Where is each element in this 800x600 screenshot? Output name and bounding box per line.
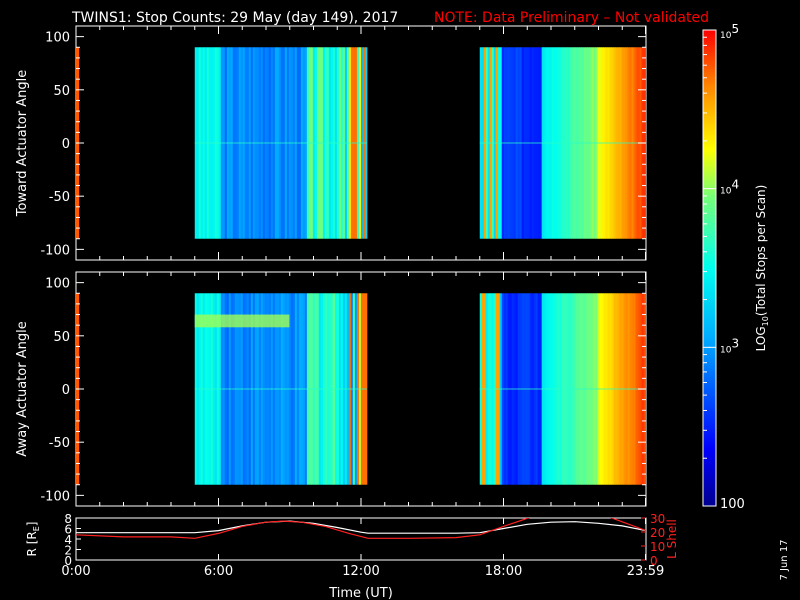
y-tick-label: -100 [40,243,70,258]
preliminary-note: NOTE: Data Preliminary – Not validated [434,10,709,26]
time-tick-label: 0:00 [61,564,90,579]
lshell-line [610,518,646,532]
r-tick-label: 6 [64,523,72,537]
colorbar-tick-label: 103 [720,336,739,355]
r-tick-label: 0 [64,554,72,568]
y-tick-label: 100 [45,277,70,292]
time-tick-label: 12:00 [342,564,379,579]
y-tick-label: -50 [49,436,70,451]
lshell-ylabel: L Shell [665,519,679,559]
r-tick-label: 4 [64,533,72,547]
ephemeris-panel-frame [75,517,647,561]
toward-ylabel: Toward Actuator Angle [15,70,30,217]
toward-panel: 100 50 0 -50 -100 Toward Actuator Angle [15,25,647,261]
lshell-tick-label: 30 [650,512,665,526]
date-stamp: 7 Jun 17 [779,539,790,580]
heatmap-band [194,314,290,328]
colorbar-tick-label: 105 [720,22,739,41]
time-tick-label: 18:00 [485,564,522,579]
r-tick-label: 2 [64,544,72,558]
toward-heatmap [76,47,646,239]
lshell-tick-label: 0 [650,554,658,568]
lshell-line [76,518,530,539]
colorbar-axes: 105 104 103 100 [703,22,745,512]
colorbar-tick-label: 100 [720,497,745,512]
chart-title: TWINS1: Stop Counts: 29 May (day 149), 2… [71,10,398,26]
away-axes: 100 50 0 -50 -100 [40,272,647,506]
ephemeris-lines [76,518,646,539]
r-tick-label: 8 [64,512,72,526]
away-panel: 100 50 0 -50 -100 Away Actuator Angle [15,271,647,507]
time-tick-label: 23:59 [627,564,664,579]
y-tick-label: 50 [53,330,70,345]
y-tick-label: 50 [53,84,70,99]
colorbar: 105 104 103 100 LOG10(Total Stops per Scan) [702,22,770,512]
away-heatmap [76,293,646,485]
away-ylabel: Away Actuator Angle [15,321,30,456]
y-tick-label: 0 [62,383,70,398]
lshell-tick-label: 10 [650,540,665,554]
colorbar-tick-label: 104 [720,178,739,197]
colorbar-label: LOG10(Total Stops per Scan) [754,185,770,352]
y-tick-label: -50 [49,190,70,205]
radius-ylabel: R [RE] [25,522,41,557]
radius-line [76,520,646,534]
y-tick-label: -100 [40,489,70,504]
colorbar-gradient [702,29,717,507]
lshell-tick-label: 20 [650,526,665,540]
time-xlabel: Time (UT) [328,586,393,600]
time-tick-label: 6:00 [204,564,233,579]
y-tick-label: 0 [62,137,70,152]
toward-axes: 100 50 0 -50 -100 [40,26,647,260]
y-tick-label: 100 [45,31,70,46]
